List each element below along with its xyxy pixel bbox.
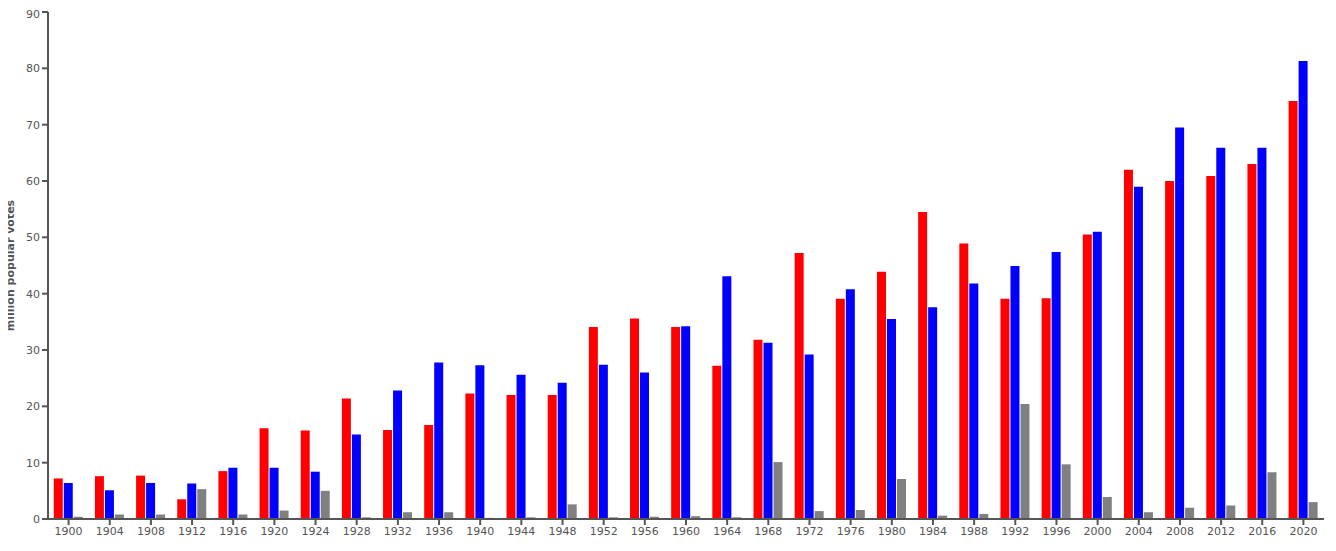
- svg-text:1916: 1916: [219, 525, 247, 538]
- svg-text:2012: 2012: [1207, 525, 1235, 538]
- svg-text:1968: 1968: [754, 525, 782, 538]
- svg-text:2000: 2000: [1084, 525, 1112, 538]
- svg-text:50: 50: [26, 231, 40, 244]
- svg-text:1920: 1920: [260, 525, 288, 538]
- svg-text:1948: 1948: [549, 525, 577, 538]
- svg-text:1956: 1956: [631, 525, 659, 538]
- svg-text:1972: 1972: [795, 525, 823, 538]
- svg-text:40: 40: [26, 288, 40, 301]
- svg-text:60: 60: [26, 175, 40, 188]
- svg-text:2004: 2004: [1125, 525, 1153, 538]
- svg-text:70: 70: [26, 119, 40, 132]
- svg-text:1964: 1964: [713, 525, 741, 538]
- svg-text:1992: 1992: [1001, 525, 1029, 538]
- svg-text:1996: 1996: [1042, 525, 1070, 538]
- svg-text:2008: 2008: [1166, 525, 1194, 538]
- svg-text:1924: 1924: [302, 525, 330, 538]
- svg-text:million popular votes: million popular votes: [8, 199, 17, 331]
- svg-text:90: 90: [26, 8, 40, 21]
- svg-text:2016: 2016: [1248, 525, 1276, 538]
- svg-text:30: 30: [26, 344, 40, 357]
- svg-text:1944: 1944: [507, 525, 535, 538]
- svg-text:1976: 1976: [837, 525, 865, 538]
- svg-text:1952: 1952: [590, 525, 618, 538]
- svg-text:1932: 1932: [384, 525, 412, 538]
- svg-text:2020: 2020: [1289, 525, 1317, 538]
- svg-text:1960: 1960: [672, 525, 700, 538]
- svg-text:10: 10: [26, 457, 40, 470]
- svg-text:1936: 1936: [425, 525, 453, 538]
- svg-text:1988: 1988: [960, 525, 988, 538]
- svg-text:0: 0: [33, 513, 40, 526]
- svg-text:1908: 1908: [137, 525, 165, 538]
- svg-text:1900: 1900: [55, 525, 83, 538]
- svg-text:80: 80: [26, 62, 40, 75]
- svg-text:1980: 1980: [878, 525, 906, 538]
- svg-text:1912: 1912: [178, 525, 206, 538]
- svg-text:1928: 1928: [343, 525, 371, 538]
- svg-text:1940: 1940: [466, 525, 494, 538]
- svg-text:1904: 1904: [96, 525, 124, 538]
- svg-text:20: 20: [26, 400, 40, 413]
- svg-text:1984: 1984: [919, 525, 947, 538]
